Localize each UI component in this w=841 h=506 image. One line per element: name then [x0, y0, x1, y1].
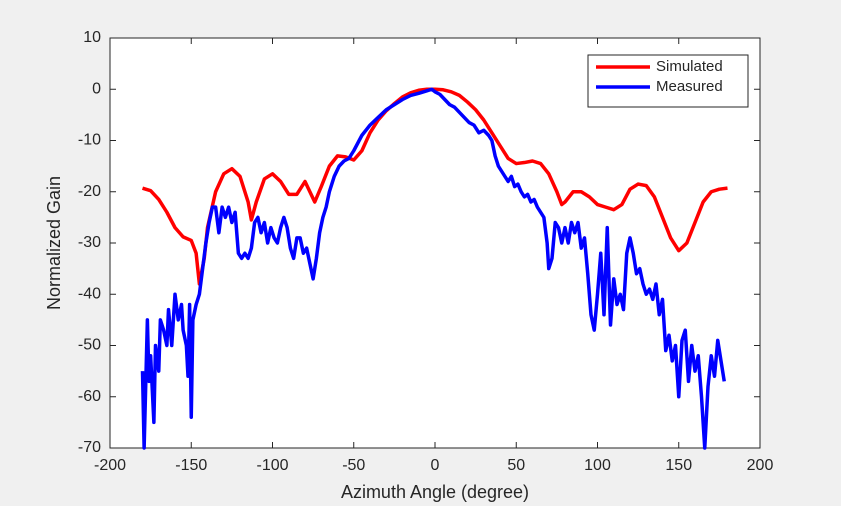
legend-box	[587, 54, 749, 108]
x-axis-label: Azimuth Angle (degree)	[341, 482, 529, 502]
series-line	[140, 87, 726, 450]
x-tick-label: -100	[256, 457, 288, 474]
y-tick-label: -20	[78, 183, 101, 200]
y-tick-label: -10	[78, 132, 101, 149]
y-tick-label: -60	[78, 388, 101, 405]
y-axis-label: Normalized Gain	[44, 176, 64, 310]
legend-label: Measured	[656, 78, 723, 95]
x-tick-label: 150	[665, 457, 692, 474]
x-tick-label: 0	[431, 457, 440, 474]
legend-label: Simulated	[656, 58, 723, 75]
x-tick-label: 50	[507, 457, 525, 474]
x-tick-label: 100	[584, 457, 611, 474]
x-tick-label: -50	[342, 457, 365, 474]
y-tick-label: -50	[78, 337, 101, 354]
y-tick-label: 10	[83, 29, 101, 46]
y-tick-label: 0	[92, 80, 101, 97]
y-tick-label: -30	[78, 234, 101, 251]
x-tick-label: -200	[94, 457, 126, 474]
y-tick-label: -40	[78, 285, 101, 302]
series-line	[141, 87, 728, 286]
x-tick-label: -150	[175, 457, 207, 474]
x-tick-label: 200	[747, 457, 774, 474]
y-tick-label: -70	[78, 439, 101, 456]
